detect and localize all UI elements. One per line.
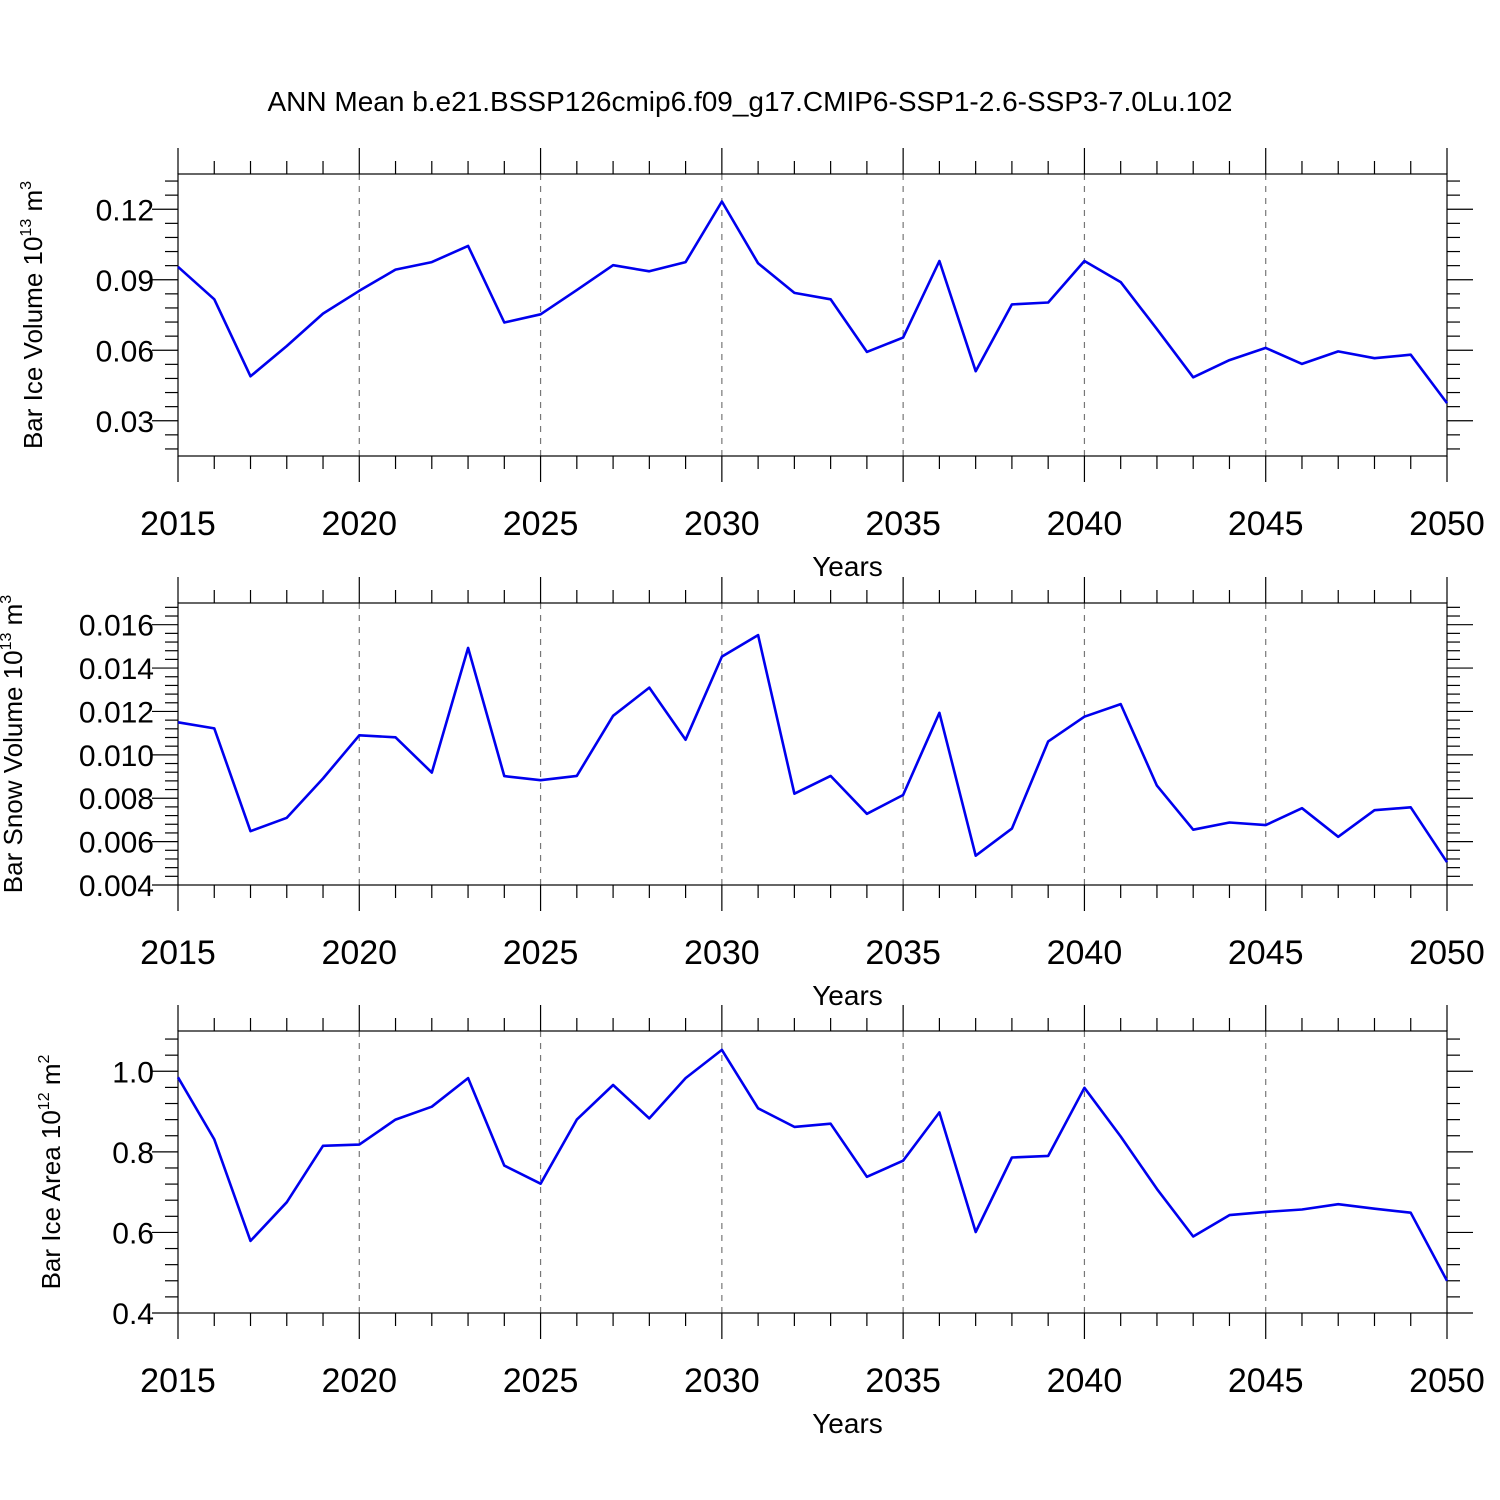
y-tick-label: 0.014 bbox=[79, 653, 154, 686]
x-tick-label: 2030 bbox=[684, 1362, 760, 1400]
x-tick-label: 2030 bbox=[684, 934, 760, 972]
series-line bbox=[177, 200, 1449, 404]
x-tick-label: 2040 bbox=[1047, 505, 1123, 543]
y-tick-label: 0.010 bbox=[79, 740, 154, 773]
x-tick-label: 2035 bbox=[865, 1362, 941, 1400]
panel-3: 0.4 0.6 0.8 1.0 2015 2020 2025 2030 2035 2040 2045… bbox=[36, 1005, 1485, 1439]
x-tick-label: 2035 bbox=[865, 934, 941, 972]
y-tick-label: 0.09 bbox=[96, 265, 154, 298]
x-tick-label: 2045 bbox=[1228, 505, 1304, 543]
chart-title: ANN Mean b.e21.BSSP126cmip6.f09_g17.CMIP… bbox=[267, 86, 1232, 117]
y-axis-title: Bar Ice Area 1012 m2 bbox=[36, 1054, 66, 1289]
y-axis-title: Bar Snow Volume 1013 m3 bbox=[0, 595, 28, 894]
series-line bbox=[176, 1048, 1449, 1282]
y-tick-label: 0.006 bbox=[79, 827, 154, 860]
x-tick-label: 2015 bbox=[140, 1362, 216, 1400]
y-tick-label: 0.4 bbox=[112, 1298, 154, 1331]
x-tick-label: 2015 bbox=[140, 934, 216, 972]
x-tick-label: 2050 bbox=[1409, 505, 1485, 543]
x-tick-label: 2025 bbox=[503, 934, 579, 972]
y-tick-label: 0.008 bbox=[79, 783, 154, 816]
x-axis-title: Years bbox=[812, 551, 883, 582]
x-tick-label: 2020 bbox=[321, 1362, 397, 1400]
x-tick-label: 2020 bbox=[321, 505, 397, 543]
y-tick-label: 1.0 bbox=[112, 1056, 154, 1089]
x-tick-label: 2020 bbox=[321, 934, 397, 972]
x-tick-label: 2025 bbox=[503, 1362, 579, 1400]
y-tick-label: 0.03 bbox=[96, 406, 154, 439]
y-tick-label: 0.06 bbox=[96, 335, 154, 368]
y-tick-label: 0.8 bbox=[112, 1137, 154, 1170]
y-axis-title: Bar Ice Volume 1013 m3 bbox=[18, 181, 48, 449]
x-tick-label: 2025 bbox=[503, 505, 579, 543]
y-tick-label: 0.12 bbox=[96, 194, 154, 227]
x-tick-label: 2015 bbox=[140, 505, 216, 543]
y-tick-label: 0.004 bbox=[79, 870, 154, 903]
x-tick-label: 2050 bbox=[1409, 934, 1485, 972]
series-line bbox=[177, 633, 1449, 863]
y-tick-label: 0.6 bbox=[112, 1217, 154, 1250]
plot-frame bbox=[177, 173, 1448, 457]
x-axis-title: Years bbox=[812, 1408, 883, 1439]
x-tick-label: 2035 bbox=[865, 505, 941, 543]
plot-frame bbox=[177, 602, 1448, 886]
panel-2: 0.004 0.006 0.008 0.010 0.012 0.014 0.016 2015 2… bbox=[0, 577, 1485, 1011]
y-tick-label: 0.016 bbox=[79, 610, 154, 643]
x-tick-label: 2030 bbox=[684, 505, 760, 543]
plot-frame bbox=[177, 1030, 1448, 1314]
x-tick-label: 2045 bbox=[1228, 934, 1304, 972]
x-tick-label: 2050 bbox=[1409, 1362, 1485, 1400]
x-axis-title: Years bbox=[812, 980, 883, 1011]
panel-1: 0.03 0.06 0.09 0.12 2015 2020 2025 2030 2035 2040… bbox=[18, 148, 1485, 582]
panels: 0.03 0.06 0.09 0.12 2015 2020 2025 2030 2035 2040… bbox=[0, 148, 1485, 1439]
x-tick-label: 2040 bbox=[1047, 934, 1123, 972]
y-tick-label: 0.012 bbox=[79, 696, 154, 729]
x-tick-label: 2045 bbox=[1228, 1362, 1304, 1400]
x-tick-label: 2040 bbox=[1047, 1362, 1123, 1400]
